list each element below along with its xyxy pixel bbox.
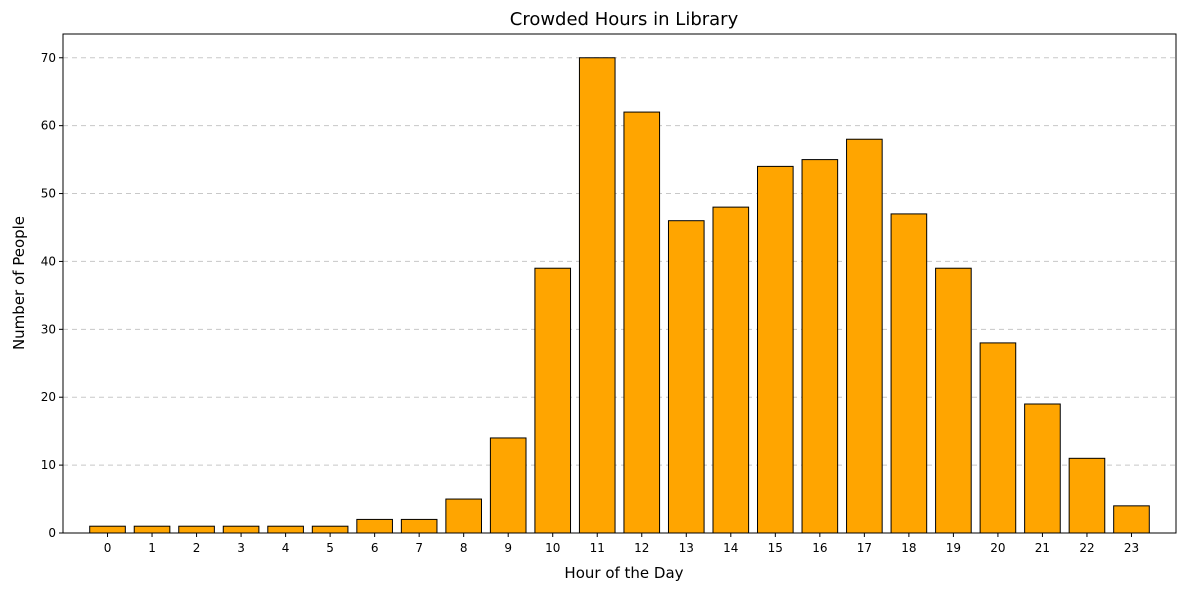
bar-hour-11 (578, 57, 616, 534)
x-tick-label: 1 (148, 541, 156, 555)
x-tick-label: 16 (812, 541, 827, 555)
x-tick-label: 8 (460, 541, 468, 555)
x-tick-label: 13 (679, 541, 694, 555)
bar-hour-21 (1024, 403, 1061, 534)
bar-hour-23 (1113, 505, 1150, 534)
plot-frame (62, 33, 1177, 534)
y-tick-label: 70 (41, 51, 56, 65)
x-tick-label: 2 (193, 541, 201, 555)
y-tick-label: 60 (41, 119, 56, 133)
bar-hour-2 (178, 525, 215, 534)
bar-hour-14 (712, 206, 750, 534)
x-tick-label: 14 (723, 541, 738, 555)
y-tick-label: 40 (41, 254, 56, 268)
x-tick-label: 12 (634, 541, 649, 555)
bar-hour-0 (89, 525, 126, 534)
x-tick-label: 17 (857, 541, 872, 555)
x-tick-label: 11 (590, 541, 605, 555)
x-tick-label: 19 (946, 541, 961, 555)
bar-hour-6 (356, 518, 393, 534)
bar-hour-16 (801, 159, 839, 534)
y-axis-label: Number of People (10, 216, 28, 350)
bar-hour-5 (311, 525, 349, 534)
x-tick-label: 23 (1124, 541, 1139, 555)
y-tick-label: 10 (41, 458, 56, 472)
x-tick-label: 21 (1035, 541, 1050, 555)
y-tick-label: 20 (41, 390, 56, 404)
x-tick-label: 0 (104, 541, 112, 555)
bar-hour-10 (534, 267, 572, 534)
bar-hour-19 (935, 267, 972, 534)
x-tick-label: 15 (768, 541, 783, 555)
x-tick-label: 20 (990, 541, 1005, 555)
bar-hour-18 (890, 213, 928, 534)
bar-hour-7 (400, 518, 438, 534)
x-tick-label: 10 (545, 541, 560, 555)
x-tick-label: 5 (326, 541, 334, 555)
y-tick-label: 0 (48, 526, 56, 540)
bar-hour-1 (133, 525, 171, 534)
bars (89, 57, 1150, 534)
bar-hour-15 (757, 165, 794, 534)
x-axis: 0 1 2 3 4 5 6 7 8 9 10 11 12 13 14 15 16 17 18 19 20 21 22 23 (104, 533, 1139, 555)
x-tick-label: 4 (282, 541, 290, 555)
x-tick-label: 18 (901, 541, 916, 555)
x-tick-label: 7 (415, 541, 423, 555)
x-tick-label: 22 (1079, 541, 1094, 555)
bar-hour-13 (667, 220, 705, 534)
bar-hour-20 (979, 342, 1017, 534)
chart-title: Crowded Hours in Library (510, 9, 739, 30)
bar-hour-22 (1068, 457, 1106, 534)
x-axis-label: Hour of the Day (564, 564, 683, 582)
x-tick-label: 9 (504, 541, 512, 555)
y-tick-label: 50 (41, 187, 56, 201)
bar-hour-17 (846, 138, 883, 534)
bar-hour-12 (623, 111, 661, 534)
bar-hour-8 (445, 498, 482, 534)
bar-hour-4 (267, 525, 304, 534)
bar-hour-3 (222, 525, 260, 534)
y-tick-label: 30 (41, 322, 56, 336)
x-tick-label: 6 (371, 541, 379, 555)
y-axis: 0 10 20 30 40 50 60 70 (41, 51, 63, 540)
bar-hour-9 (489, 437, 527, 534)
x-tick-label: 3 (237, 541, 245, 555)
